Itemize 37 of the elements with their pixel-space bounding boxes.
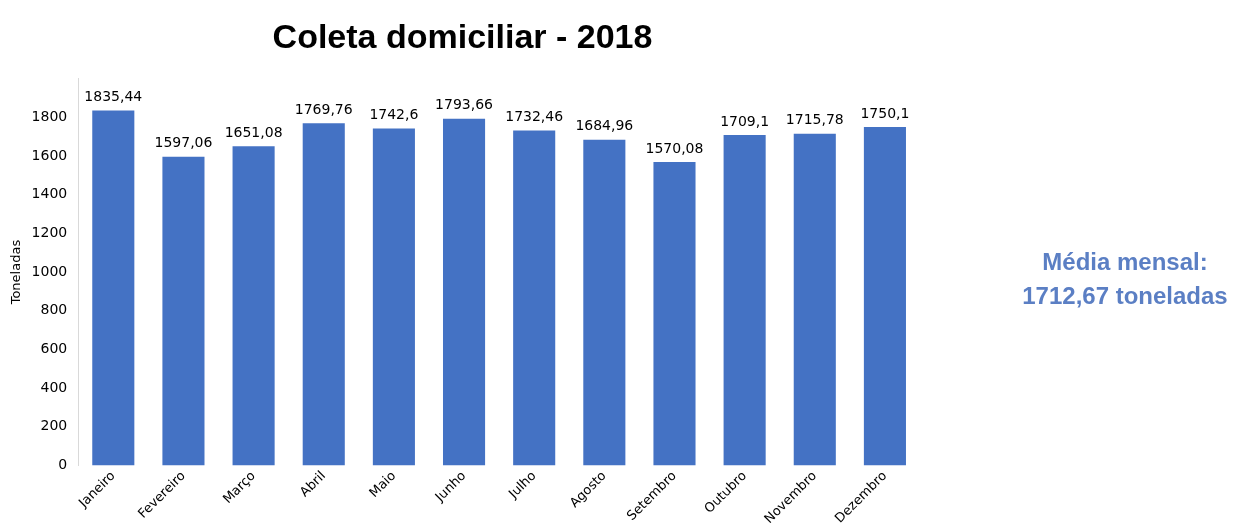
data-label: 1709,1 (720, 112, 770, 129)
y-tick-label: 800 (40, 301, 68, 318)
bar (232, 146, 275, 466)
data-label: 1651,08 (224, 123, 283, 140)
bar (793, 133, 836, 466)
text: Média mensal: 1712,67 toneladas (1021, 247, 1229, 311)
bar (513, 130, 556, 466)
bar (302, 123, 345, 466)
y-tick-label: 0 (58, 456, 68, 473)
bar (863, 127, 906, 466)
data-label: 1597,06 (154, 134, 213, 151)
bar (92, 110, 135, 466)
chart-title: Coleta domiciliar - 2018 (272, 16, 653, 55)
bar (443, 118, 486, 466)
y-tick-label: 1200 (31, 224, 68, 241)
bar (583, 139, 626, 466)
data-label: 1715,78 (785, 111, 844, 128)
y-tick-label: 1400 (31, 185, 68, 202)
bar (372, 128, 415, 466)
y-tick-label: 200 (40, 417, 68, 434)
data-label: 1732,46 (505, 108, 564, 125)
data-label: 1742,6 (369, 106, 419, 123)
data-label: 1835,44 (84, 88, 143, 105)
data-label: 1570,08 (645, 139, 704, 156)
bar (653, 161, 696, 466)
data-label: 1769,76 (294, 100, 353, 117)
bar (723, 135, 766, 466)
data-label: 1750,1 (860, 104, 910, 121)
y-tick-label: 1600 (31, 146, 68, 163)
y-tick-label: 400 (40, 378, 68, 395)
bar (162, 156, 205, 466)
y-tick-label: 1800 (31, 108, 68, 125)
y-tick-label: 1000 (31, 262, 68, 279)
data-label: 1684,96 (575, 117, 634, 134)
y-axis-title: Toneladas (8, 239, 24, 306)
y-tick-label: 600 (40, 340, 68, 357)
data-label: 1793,66 (435, 96, 494, 113)
